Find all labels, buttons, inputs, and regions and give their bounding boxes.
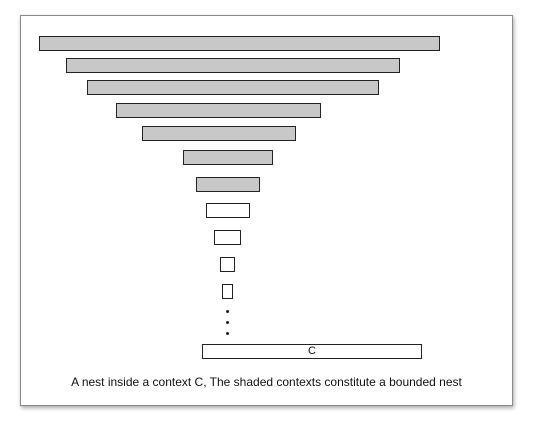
shaded-context-bar: [196, 177, 260, 192]
unshaded-context-bar: [206, 203, 250, 218]
ellipsis-dot: [226, 332, 229, 335]
shaded-context-bar: [66, 58, 400, 73]
ellipsis-dot: [226, 321, 229, 324]
shaded-context-bar: [142, 126, 296, 141]
shaded-context-bar: [39, 36, 440, 51]
shaded-context-bar: [87, 80, 379, 95]
shaded-context-bar: [183, 150, 273, 165]
ellipsis-dot: [226, 310, 229, 313]
unshaded-context-bar: [220, 257, 235, 272]
figure-caption: A nest inside a context C, The shaded co…: [71, 375, 462, 389]
context-c-box: C: [202, 344, 422, 359]
unshaded-context-bar: [214, 230, 241, 245]
unshaded-context-bar: [222, 284, 233, 299]
context-c-label: C: [308, 345, 316, 357]
shaded-context-bar: [116, 103, 321, 118]
